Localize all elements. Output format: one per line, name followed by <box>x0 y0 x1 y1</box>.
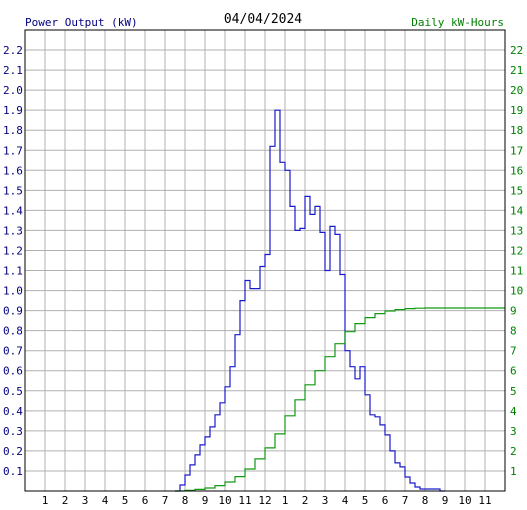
x-tick-label: 8 <box>182 494 189 507</box>
left-tick-label: 0.8 <box>3 325 23 338</box>
left-tick-label: 0.7 <box>3 345 23 358</box>
left-tick-label: 1.6 <box>3 164 23 177</box>
right-tick-label: 7 <box>510 345 517 358</box>
x-tick-label: 2 <box>302 494 309 507</box>
left-tick-label: 0.9 <box>3 305 23 318</box>
right-tick-label: 6 <box>510 365 517 378</box>
x-tick-label: 10 <box>458 494 471 507</box>
left-tick-label: 1.2 <box>3 244 23 257</box>
right-tick-label: 18 <box>510 124 523 137</box>
right-tick-label: 22 <box>510 44 523 57</box>
right-tick-label: 1 <box>510 465 517 478</box>
x-tick-label: 11 <box>478 494 491 507</box>
x-tick-label: 5 <box>122 494 129 507</box>
x-tick-label: 3 <box>82 494 89 507</box>
x-tick-label: 3 <box>322 494 329 507</box>
x-tick-label: 12 <box>258 494 271 507</box>
left-tick-label: 2.1 <box>3 64 23 77</box>
left-tick-label: 1.9 <box>3 104 23 117</box>
daily-kwh-line <box>175 307 505 492</box>
right-tick-label: 20 <box>510 84 523 97</box>
left-tick-label: 0.2 <box>3 445 23 458</box>
right-tick-label: 19 <box>510 104 523 117</box>
right-tick-label: 13 <box>510 224 523 237</box>
x-tick-label: 4 <box>102 494 109 507</box>
left-tick-label: 0.5 <box>3 385 23 398</box>
left-axis-ticks: 0.1 0.2 0.3 0.4 0.5 0.6 0.7 0.8 0.9 1.0 1.1 1.2 1.3 1… <box>3 44 23 478</box>
left-tick-label: 2.0 <box>3 84 23 97</box>
left-tick-label: 1.1 <box>3 265 23 278</box>
chart-title: 04/04/2024 <box>224 12 302 27</box>
power-output-line <box>175 109 445 492</box>
x-tick-label: 4 <box>342 494 349 507</box>
right-tick-label: 16 <box>510 164 523 177</box>
right-tick-label: 21 <box>510 64 523 77</box>
right-tick-label: 11 <box>510 265 523 278</box>
plot-border <box>24 29 506 492</box>
x-axis-ticks: 1 2 3 4 5 6 7 8 9 10 11 12 1 2 3 4 5 6 7 8 9 10 11 <box>42 494 492 507</box>
x-tick-label: 11 <box>238 494 251 507</box>
right-tick-label: 17 <box>510 144 523 157</box>
right-tick-label: 12 <box>510 244 523 257</box>
right-tick-label: 15 <box>510 184 523 197</box>
left-tick-label: 1.3 <box>3 224 23 237</box>
x-tick-label: 7 <box>162 494 169 507</box>
x-tick-label: 6 <box>382 494 389 507</box>
x-tick-label: 6 <box>142 494 149 507</box>
right-tick-label: 8 <box>510 325 517 338</box>
x-tick-label: 2 <box>62 494 69 507</box>
x-tick-label: 8 <box>422 494 429 507</box>
right-tick-label: 5 <box>510 385 517 398</box>
right-tick-label: 3 <box>510 425 517 438</box>
right-tick-label: 4 <box>510 405 517 418</box>
right-tick-label: 14 <box>510 204 524 217</box>
right-tick-label: 9 <box>510 305 517 318</box>
left-tick-label: 0.1 <box>3 465 23 478</box>
series-group <box>175 109 505 492</box>
x-tick-label: 1 <box>282 494 289 507</box>
left-tick-label: 0.3 <box>3 425 23 438</box>
left-tick-label: 2.2 <box>3 44 23 57</box>
x-tick-label: 1 <box>42 494 49 507</box>
x-tick-label: 9 <box>202 494 209 507</box>
left-tick-label: 1.7 <box>3 144 23 157</box>
left-tick-label: 1.5 <box>3 184 23 197</box>
right-tick-label: 2 <box>510 445 517 458</box>
right-axis-label: Daily kW-Hours <box>411 16 504 29</box>
left-tick-label: 1.0 <box>3 285 23 298</box>
x-tick-label: 10 <box>218 494 231 507</box>
left-tick-label: 0.6 <box>3 365 23 378</box>
left-tick-label: 1.4 <box>3 204 23 217</box>
left-tick-label: 1.8 <box>3 124 23 137</box>
right-tick-label: 10 <box>510 285 523 298</box>
left-axis-label: Power Output (kW) <box>25 16 138 29</box>
x-tick-label: 9 <box>442 494 449 507</box>
x-tick-label: 5 <box>362 494 369 507</box>
x-tick-label: 7 <box>402 494 409 507</box>
left-tick-label: 0.4 <box>3 405 23 418</box>
